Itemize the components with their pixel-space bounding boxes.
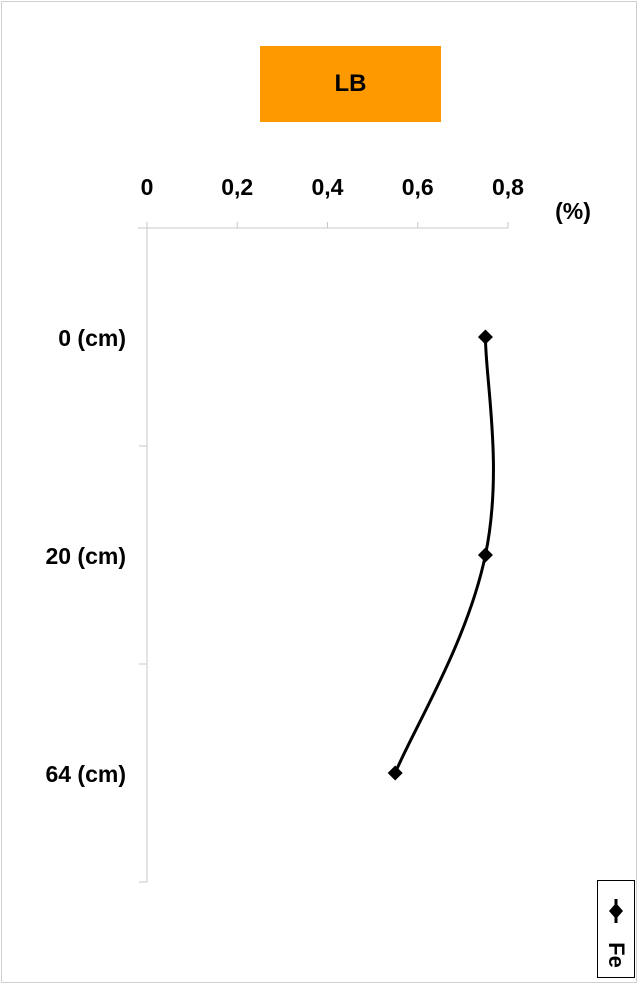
legend-marker-icon xyxy=(609,899,623,923)
x-tick-label: 0 xyxy=(141,174,154,200)
y-tick-label: 64 (cm) xyxy=(45,761,126,787)
y-tick-label: 0 (cm) xyxy=(58,325,126,351)
series-markers-fe xyxy=(387,329,493,781)
data-point-marker xyxy=(477,329,493,345)
x-tick-label: 0,2 xyxy=(221,174,253,200)
y-tick-label: 20 (cm) xyxy=(45,543,126,569)
data-point-marker xyxy=(477,547,493,563)
data-point-marker xyxy=(387,765,403,781)
legend-label-fe: Fe xyxy=(604,942,629,968)
chart-axes xyxy=(138,222,509,883)
x-tick-labels: 0 0,2 0,4 0,6 0,8 xyxy=(141,174,525,200)
chart-title: LB xyxy=(260,46,441,122)
x-tick-label: 0,8 xyxy=(492,174,524,200)
y-tick-labels: 0 (cm) 20 (cm) 64 (cm) xyxy=(45,325,126,787)
legend xyxy=(597,880,635,978)
x-unit-label: (%) xyxy=(555,198,591,224)
x-tick-label: 0,6 xyxy=(402,174,434,200)
x-tick-label: 0,4 xyxy=(312,174,344,200)
